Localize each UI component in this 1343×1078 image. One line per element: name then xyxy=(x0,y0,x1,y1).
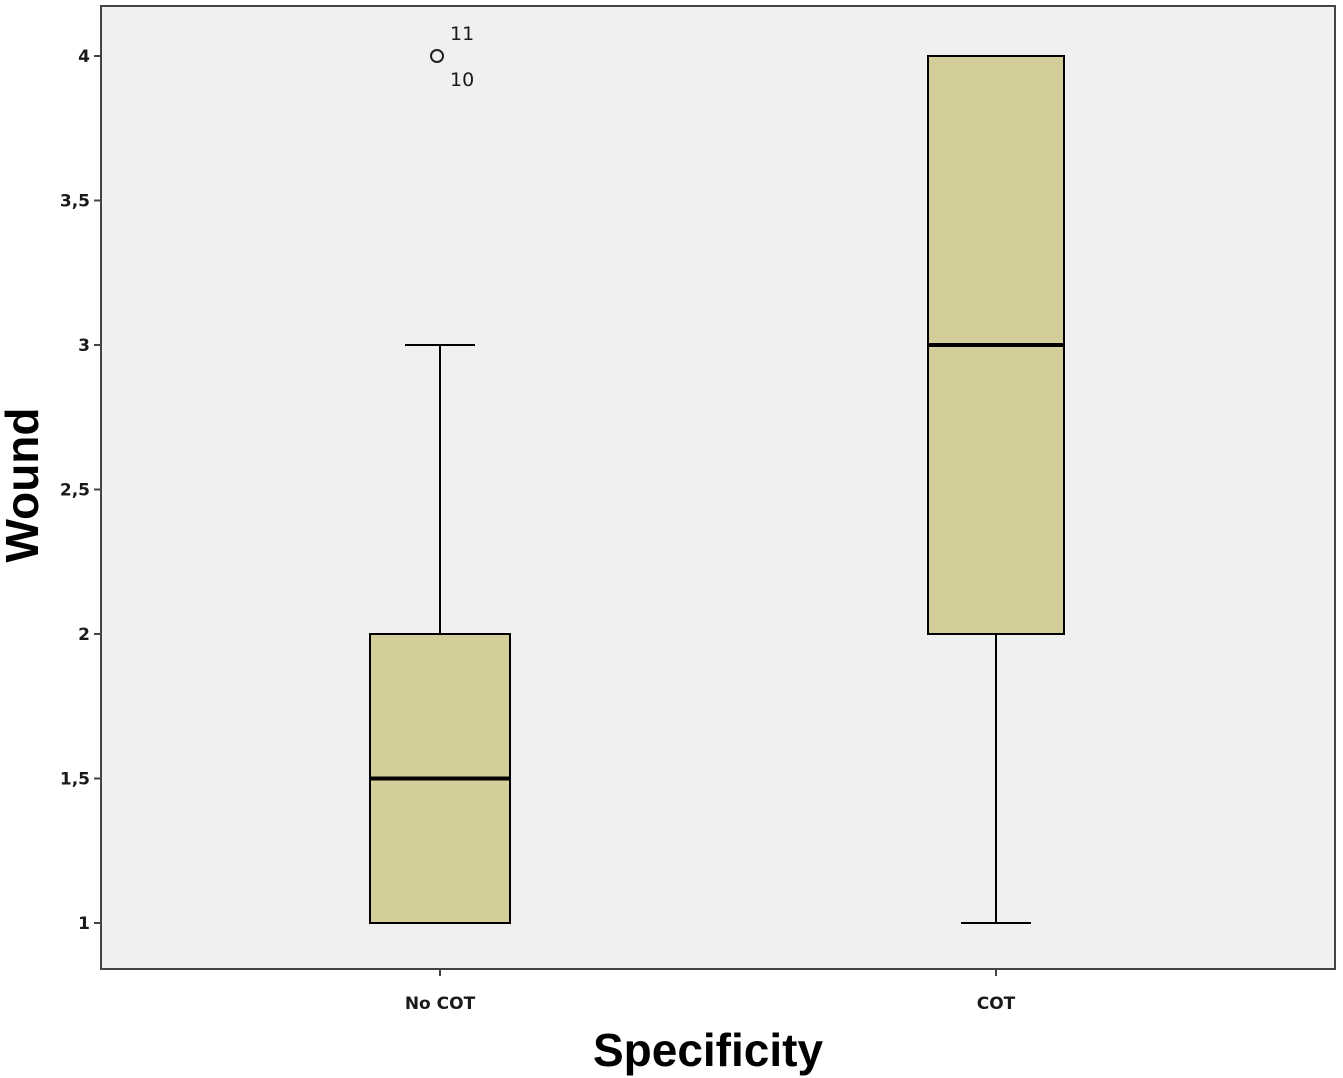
x-category-label: COT xyxy=(977,994,1016,1014)
plot-area xyxy=(100,5,1336,970)
y-tick-label: 1,5 xyxy=(60,770,90,790)
y-tick-label: 2 xyxy=(78,625,90,645)
y-tick-label: 2,5 xyxy=(60,481,90,501)
outlier-point xyxy=(430,49,444,63)
box-group: 11 10 xyxy=(369,23,511,924)
x-category-label: No COT xyxy=(405,994,476,1014)
boxes-group: 11 10 xyxy=(369,23,1065,924)
outlier-label: 10 xyxy=(450,69,474,91)
y-tick-label: 4 xyxy=(78,47,90,67)
x-axis: No COT COT xyxy=(405,969,1016,1014)
y-axis-title: Wound xyxy=(0,408,48,563)
y-axis: 1 1,5 2 2,5 3 3,5 4 xyxy=(60,47,101,934)
y-tick-label: 3 xyxy=(78,336,90,356)
y-tick-label: 3,5 xyxy=(60,192,90,212)
x-axis-title: Specificity xyxy=(593,1024,824,1076)
y-tick-label: 1 xyxy=(78,914,90,934)
outlier-label: 11 xyxy=(450,23,474,45)
box-group xyxy=(927,55,1065,924)
